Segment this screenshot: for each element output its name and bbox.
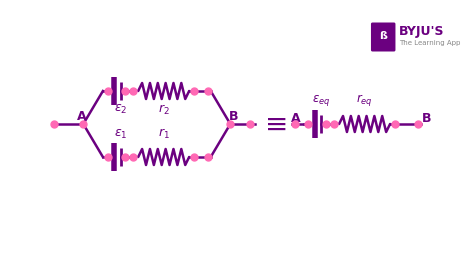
Text: ß: ß xyxy=(379,31,387,41)
Text: BYJU'S: BYJU'S xyxy=(399,24,445,38)
Text: $\varepsilon_2$: $\varepsilon_2$ xyxy=(114,103,127,116)
Text: $\equiv$: $\equiv$ xyxy=(258,110,286,138)
Text: $r_1$: $r_1$ xyxy=(158,127,170,141)
Text: $\varepsilon_1$: $\varepsilon_1$ xyxy=(114,128,128,141)
Text: B: B xyxy=(228,110,238,123)
Text: $r_{eq}$: $r_{eq}$ xyxy=(356,92,373,108)
FancyBboxPatch shape xyxy=(371,23,395,52)
Text: B: B xyxy=(421,112,431,125)
Text: $r_2$: $r_2$ xyxy=(158,103,170,117)
Text: $\varepsilon_{eq}$: $\varepsilon_{eq}$ xyxy=(312,93,331,108)
Text: A: A xyxy=(291,112,301,125)
Text: The Learning App: The Learning App xyxy=(399,40,460,46)
Text: A: A xyxy=(76,110,86,123)
